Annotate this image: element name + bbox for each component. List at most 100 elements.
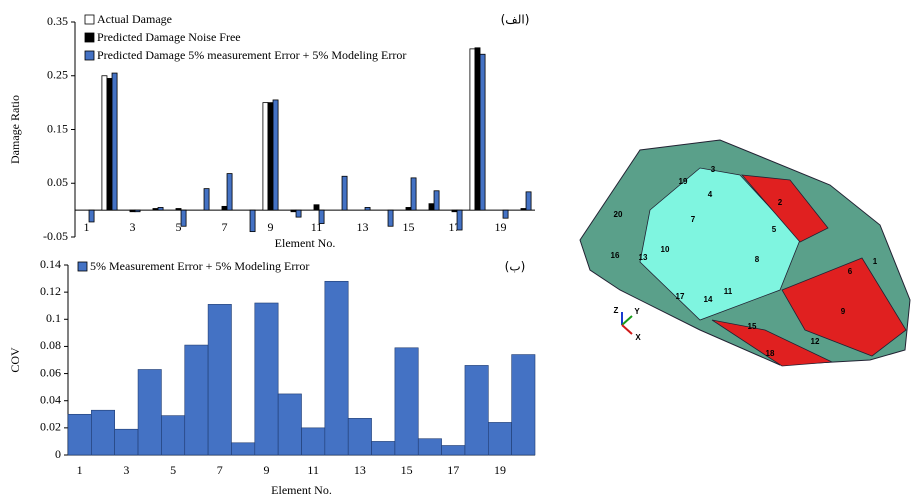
- y-tick-label: 0.35: [47, 14, 68, 28]
- bar: [429, 204, 434, 210]
- bar: [91, 410, 114, 455]
- legend-label: Predicted Damage Noise Free: [97, 30, 241, 44]
- x-tick-label: 15: [401, 463, 413, 477]
- bar: [255, 303, 278, 455]
- element-label: 10: [661, 245, 670, 254]
- x-tick-label: 19: [494, 463, 506, 477]
- bar: [411, 178, 416, 210]
- legend-label: Predicted Damage 5% measurement Error + …: [97, 48, 406, 62]
- y-tick-label: 0: [55, 447, 61, 461]
- bar: [365, 207, 370, 210]
- x-tick-label: 19: [495, 220, 507, 234]
- element-label: 13: [639, 253, 648, 262]
- y-axis-title: Damage Ratio: [8, 95, 22, 164]
- x-tick-label: 11: [307, 463, 319, 477]
- x-tick-label: 5: [170, 463, 176, 477]
- bar: [319, 210, 324, 223]
- bar: [302, 428, 325, 455]
- element-label: 6: [848, 267, 853, 276]
- y-tick-label: -0.05: [43, 229, 68, 243]
- x-tick-label: 5: [176, 220, 182, 234]
- bar: [480, 54, 485, 210]
- bar: [227, 174, 232, 211]
- bar: [348, 418, 371, 455]
- bar: [278, 394, 301, 455]
- bar: [153, 209, 158, 211]
- axis-x: [622, 325, 632, 334]
- bar: [107, 78, 112, 210]
- x-tick-label: 9: [263, 463, 269, 477]
- legend-swatch: [78, 262, 87, 271]
- element-label: 8: [755, 255, 760, 264]
- bar: [273, 100, 278, 210]
- annotation: (ب): [505, 260, 526, 274]
- legend-label: Actual Damage: [97, 12, 172, 26]
- element-label: 11: [724, 287, 733, 296]
- axis-name: X: [635, 333, 641, 342]
- bar: [521, 209, 526, 211]
- bar: [222, 206, 227, 210]
- bar: [296, 210, 301, 217]
- legend-label: 5% Measurement Error + 5% Modeling Error: [90, 259, 309, 273]
- x-tick-label: 17: [447, 463, 459, 477]
- x-tick-label: 1: [77, 463, 83, 477]
- x-tick-label: 7: [217, 463, 223, 477]
- bar: [457, 210, 462, 230]
- bar: [418, 439, 441, 455]
- bar: [231, 443, 254, 455]
- bar: [475, 48, 480, 210]
- y-tick-label: 0.06: [40, 365, 61, 379]
- bar: [130, 210, 135, 212]
- x-tick-label: 3: [130, 220, 136, 234]
- x-tick-label: 13: [354, 463, 366, 477]
- element-label: 14: [704, 295, 713, 304]
- bar: [388, 210, 393, 226]
- bar: [342, 176, 347, 210]
- annotation: (الف): [501, 13, 530, 27]
- axis-name: Y: [634, 307, 640, 316]
- bar: [372, 441, 395, 455]
- bar: [406, 207, 411, 210]
- bar: [138, 370, 161, 456]
- element-label: 2: [778, 198, 783, 207]
- axis-y: [622, 316, 632, 325]
- bar: [526, 192, 531, 210]
- bar: [442, 446, 465, 456]
- bar: [89, 210, 94, 222]
- bar: [115, 429, 138, 455]
- y-tick-label: 0.25: [47, 68, 68, 82]
- element-label: 4: [708, 190, 713, 199]
- bar: [395, 348, 418, 455]
- element-label: 3: [711, 165, 716, 174]
- bar: [465, 365, 488, 455]
- y-tick-label: 0.04: [40, 392, 61, 406]
- bar: [181, 210, 186, 226]
- bar: [112, 73, 117, 210]
- y-axis-title: COV: [8, 347, 22, 373]
- element-label: 15: [748, 322, 757, 331]
- x-axis-title: Element No.: [275, 236, 336, 250]
- bar: [185, 345, 208, 455]
- bar: [158, 207, 163, 210]
- legend-swatch: [85, 15, 94, 24]
- bar: [291, 210, 296, 212]
- element-label: 7: [691, 215, 696, 224]
- element-label: 17: [676, 292, 685, 301]
- y-tick-label: 0.05: [47, 175, 68, 189]
- x-tick-label: 1: [84, 220, 90, 234]
- element-label: 12: [811, 337, 820, 346]
- bar: [452, 210, 457, 212]
- bar: [68, 414, 91, 455]
- bar: [204, 189, 209, 211]
- y-tick-label: 0.14: [40, 257, 61, 271]
- bar: [512, 355, 535, 455]
- bar: [263, 103, 268, 211]
- x-tick-label: 13: [357, 220, 369, 234]
- figure: 1 2 3 4 5 6 7 8 9 10 11 12 13 14 15 16 1…: [0, 0, 912, 499]
- x-axis-title: Element No.: [271, 483, 332, 497]
- bar: [161, 416, 184, 455]
- x-tick-label: 9: [268, 220, 274, 234]
- bar: [325, 281, 348, 455]
- element-label: 18: [766, 349, 775, 358]
- element-label: 19: [679, 177, 688, 186]
